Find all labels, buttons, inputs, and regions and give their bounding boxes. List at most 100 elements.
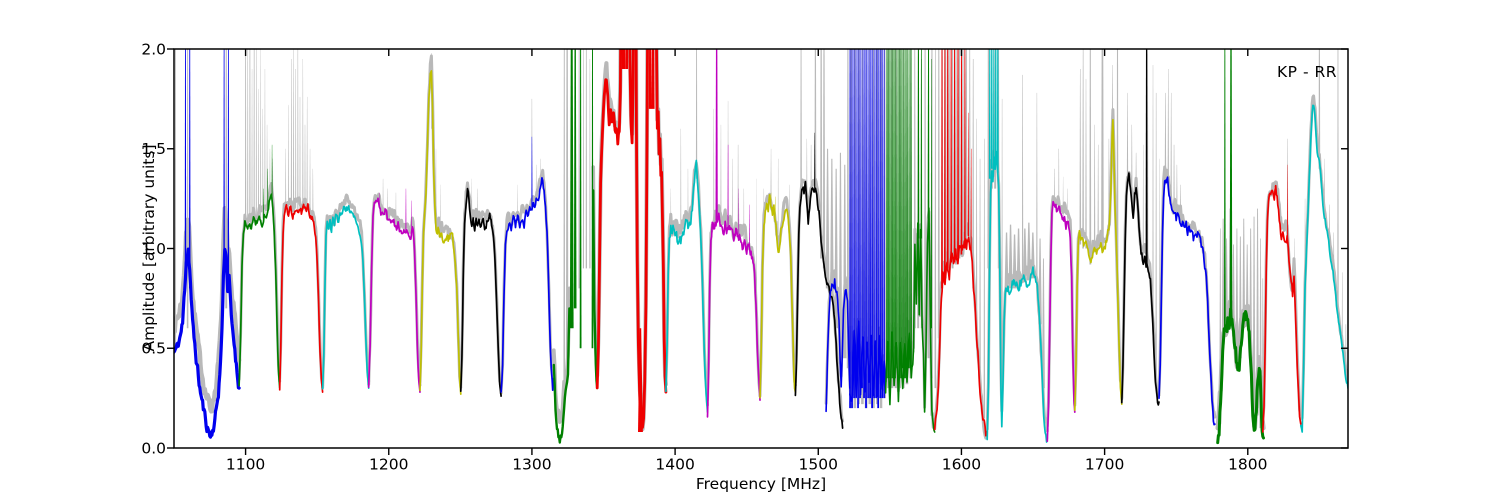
gray-rfi-spike	[1093, 124, 1096, 253]
gray-rfi-spike	[968, 49, 971, 249]
gray-rfi-spike	[846, 49, 849, 369]
gray-rfi-spike	[1225, 238, 1228, 333]
gray-rfi-spike	[585, 49, 587, 269]
gray-rfi-spike	[262, 108, 264, 219]
band-spike-g	[898, 49, 900, 379]
gray-rfi-spike	[680, 128, 682, 241]
gray-rfi-spike	[1067, 188, 1068, 225]
gray-rfi-spike	[934, 49, 937, 389]
gray-rfi-spike	[1158, 158, 1160, 389]
gray-rfi-spike	[247, 49, 249, 219]
gray-rfi-spike	[264, 69, 266, 215]
gray-rfi-spike	[1242, 218, 1246, 329]
band-spike-b	[223, 49, 225, 269]
band-spike-b	[879, 49, 881, 399]
gray-rfi-spike	[535, 164, 537, 201]
gray-rfi-spike	[1008, 224, 1013, 289]
gray-rfi-spike	[951, 49, 954, 269]
band-spike-g	[900, 49, 902, 379]
corner-annotation: KP - RR	[1277, 63, 1337, 81]
gray-trace	[459, 181, 503, 391]
gray-rfi-spike	[1176, 164, 1178, 217]
band-spike-c	[988, 49, 991, 179]
gray-rfi-spike	[225, 49, 228, 309]
gray-rfi-spike	[1235, 228, 1239, 365]
gray-rfi-spike	[1173, 144, 1175, 213]
y-tick-label: 0.0	[141, 439, 166, 457]
x-tick-label: 1300	[512, 456, 551, 474]
band-spike-b	[849, 49, 851, 409]
band-spike-g	[271, 144, 273, 199]
gray-rfi-spike	[1256, 208, 1259, 409]
gray-rfi-spike	[948, 49, 951, 273]
x-tick-label: 1500	[799, 456, 838, 474]
gray-rfi-spike	[253, 49, 255, 221]
gray-rfi-spike	[309, 148, 311, 215]
band-spike-c	[993, 49, 995, 169]
band-spike-b	[881, 49, 883, 399]
gray-rfi-spike	[987, 49, 990, 269]
band-b	[825, 278, 887, 413]
gray-rfi-spike	[687, 168, 689, 229]
band-y	[419, 70, 462, 395]
gray-rfi-spike	[743, 188, 745, 243]
band-b	[500, 176, 555, 393]
gray-rfi-spike	[1337, 49, 1339, 319]
band-spike-c	[994, 49, 997, 165]
gray-rfi-spike	[737, 144, 739, 239]
band-spike-r	[964, 49, 966, 249]
band-spike-b	[861, 49, 863, 389]
y-tick-label: 0.5	[141, 340, 166, 358]
gray-rfi-spike	[979, 158, 981, 369]
gray-rfi-spike	[174, 49, 177, 349]
band-spike-b	[877, 49, 879, 409]
band-spike-r	[941, 49, 943, 289]
band-spike-g	[890, 49, 892, 379]
band-y	[1073, 118, 1123, 411]
band-c	[1299, 104, 1348, 433]
gray-rfi-spike	[1004, 232, 1009, 293]
gray-rfi-spike	[820, 49, 823, 259]
gray-rfi-spike	[295, 69, 297, 209]
band-spike-c	[996, 49, 999, 173]
gray-rfi-spike	[477, 188, 478, 225]
gray-rfi-spike	[1155, 92, 1157, 379]
gray-rfi-spike	[1252, 216, 1256, 429]
gray-rfi-spike	[1232, 244, 1235, 329]
band-spike-b	[227, 49, 230, 279]
gray-rfi-spike	[961, 49, 964, 255]
gray-rfi-spike	[1082, 49, 1084, 249]
gray-rfi-spike	[1126, 92, 1129, 189]
gray-trace	[1299, 94, 1348, 420]
axis-ticks	[167, 48, 1348, 455]
x-tick-label: 1200	[369, 456, 408, 474]
band-spike-g	[267, 168, 269, 213]
band-spike-g	[910, 49, 912, 369]
band-spike-r	[1287, 164, 1289, 237]
gray-rfi-spike	[955, 49, 957, 265]
gray-rfi-spike	[1323, 158, 1325, 209]
x-tick-label: 1700	[1085, 456, 1124, 474]
band-spike-g	[892, 49, 894, 379]
gray-rfi-spike	[285, 148, 287, 213]
gray-rfi-spike	[260, 49, 262, 219]
gray-rfi-spike	[299, 96, 301, 211]
gray-rfi-spike	[1021, 74, 1024, 283]
band-spike-m	[749, 204, 750, 249]
band-b	[1158, 176, 1216, 426]
band-spike-g	[908, 49, 910, 369]
gray-rfi-spike	[695, 49, 698, 179]
gray-rfi-spike	[1062, 176, 1064, 221]
band-spike-k	[814, 132, 816, 193]
band-r	[278, 203, 324, 393]
band-spike-g	[573, 49, 577, 309]
gray-rfi-spike	[1116, 49, 1119, 269]
band-spike-b	[865, 49, 867, 409]
band-spike-b	[857, 49, 859, 409]
band-spike-r	[967, 112, 969, 237]
gray-rfi-spike	[302, 59, 304, 211]
gray-rfi-spike	[1089, 49, 1092, 265]
band-m	[706, 212, 761, 418]
band-spike-g	[1224, 49, 1226, 329]
